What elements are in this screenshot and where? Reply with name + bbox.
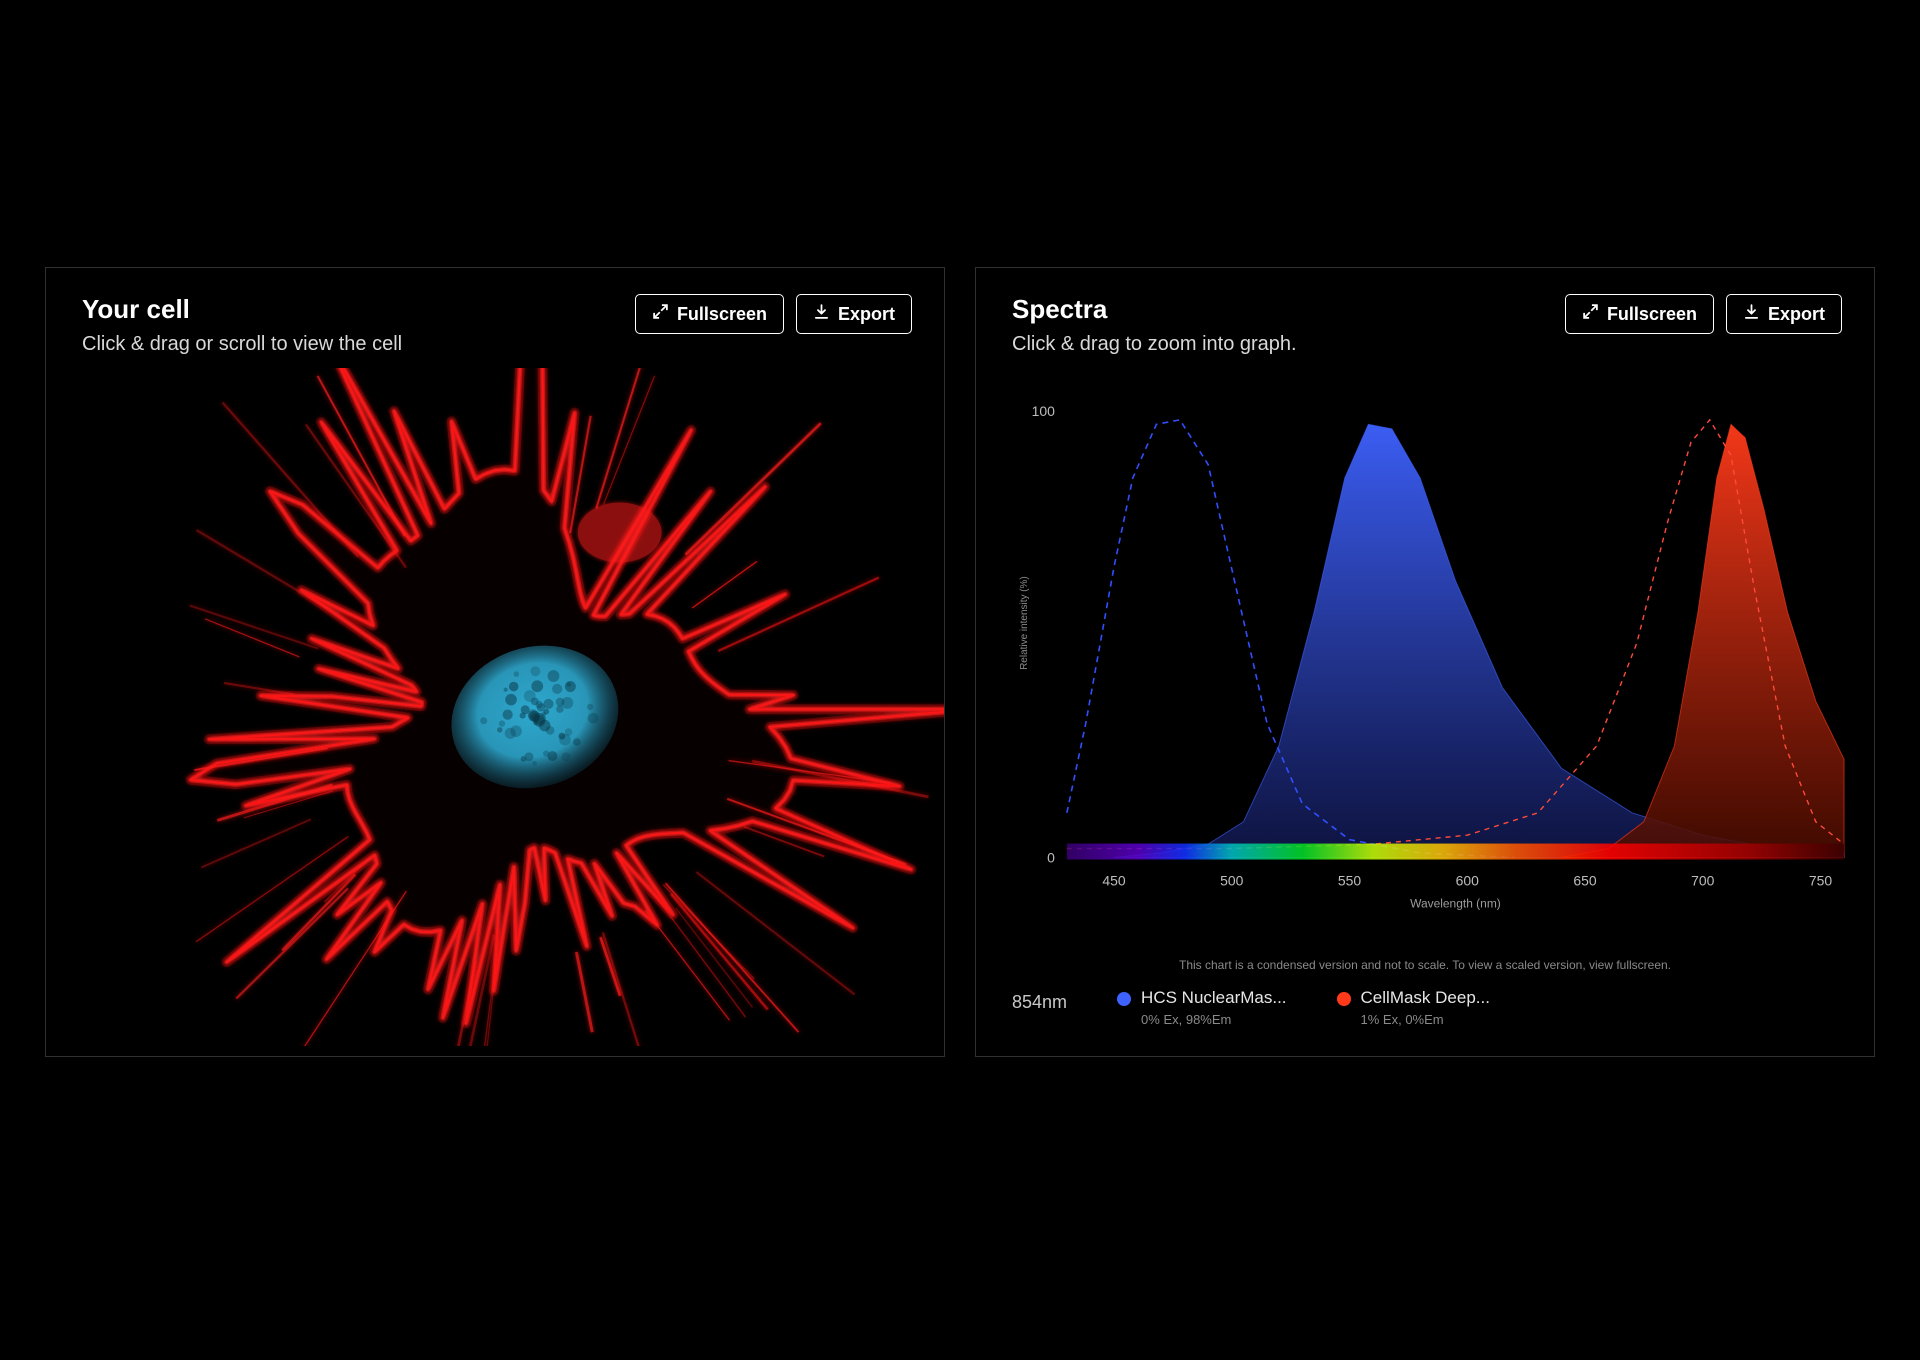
- cell-panel: Your cell Click & drag or scroll to view…: [45, 267, 945, 1057]
- legend-meta: 1% Ex, 0%Em: [1361, 1012, 1490, 1027]
- spectra-fullscreen-label: Fullscreen: [1607, 304, 1697, 325]
- spectra-panel: Spectra Click & drag to zoom into graph.…: [975, 267, 1875, 1057]
- svg-text:650: 650: [1573, 872, 1597, 888]
- svg-text:500: 500: [1220, 872, 1244, 888]
- fullscreen-icon: [652, 303, 669, 325]
- cell-export-label: Export: [838, 304, 895, 325]
- legend-item[interactable]: CellMask Deep... 1% Ex, 0%Em: [1337, 988, 1490, 1027]
- spectra-export-label: Export: [1768, 304, 1825, 325]
- svg-text:Wavelength (nm): Wavelength (nm): [1410, 896, 1501, 910]
- legend-dot: [1337, 992, 1351, 1006]
- fullscreen-icon: [1582, 303, 1599, 325]
- svg-text:550: 550: [1338, 872, 1362, 888]
- download-icon: [1743, 303, 1760, 325]
- svg-text:Relative intensity (%): Relative intensity (%): [1019, 576, 1030, 670]
- svg-text:450: 450: [1102, 872, 1126, 888]
- legend-meta: 0% Ex, 98%Em: [1141, 1012, 1286, 1027]
- spectra-chart[interactable]: 0 100 Relative intensity (%) 450 500 550 600 65…: [1012, 378, 1854, 938]
- svg-text:750: 750: [1809, 872, 1833, 888]
- legend-item[interactable]: HCS NuclearMas... 0% Ex, 98%Em: [1117, 988, 1286, 1027]
- cell-panel-title: Your cell: [82, 294, 402, 325]
- svg-text:0: 0: [1047, 850, 1055, 866]
- spectra-fullscreen-button[interactable]: Fullscreen: [1565, 294, 1714, 334]
- spectra-panel-title: Spectra: [1012, 294, 1297, 325]
- legend-name: CellMask Deep...: [1361, 988, 1490, 1008]
- spectra-footnote: This chart is a condensed version and no…: [976, 958, 1874, 972]
- svg-text:600: 600: [1456, 872, 1480, 888]
- svg-text:700: 700: [1691, 872, 1715, 888]
- spectra-legend: 854nm HCS NuclearMas... 0% Ex, 98%Em CellM…: [1012, 988, 1854, 1027]
- spectra-panel-subtitle: Click & drag to zoom into graph.: [1012, 333, 1297, 356]
- spectra-export-button[interactable]: Export: [1726, 294, 1842, 334]
- cell-viewer[interactable]: [46, 368, 944, 1046]
- cell-export-button[interactable]: Export: [796, 294, 912, 334]
- legend-dot: [1117, 992, 1131, 1006]
- cell-fullscreen-label: Fullscreen: [677, 304, 767, 325]
- wavelength-readout: 854nm: [1012, 988, 1067, 1013]
- download-icon: [813, 303, 830, 325]
- cell-panel-subtitle: Click & drag or scroll to view the cell: [82, 333, 402, 356]
- svg-text:100: 100: [1032, 403, 1056, 419]
- cell-fullscreen-button[interactable]: Fullscreen: [635, 294, 784, 334]
- legend-name: HCS NuclearMas...: [1141, 988, 1286, 1008]
